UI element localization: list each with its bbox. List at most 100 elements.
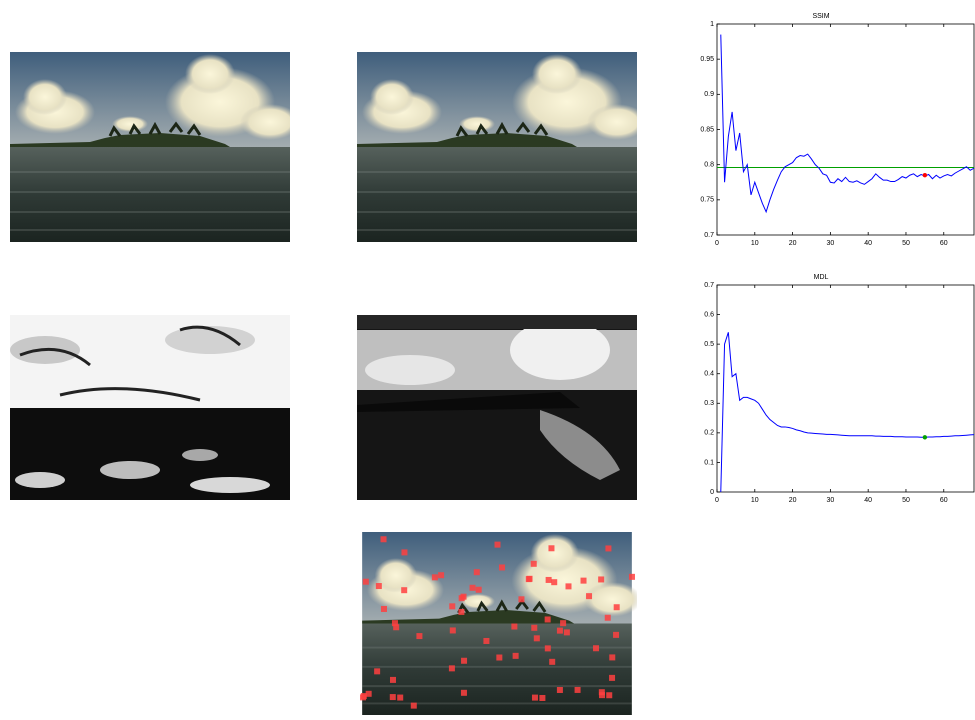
x-tick-label: 40 [864, 240, 872, 247]
x-tick-label: 60 [940, 240, 948, 247]
y-tick-label: 0.7 [704, 232, 714, 239]
sample-square [581, 578, 587, 584]
y-tick-label: 0.6 [704, 311, 714, 318]
sample-square [586, 593, 592, 599]
highlight-point [923, 435, 927, 439]
sample-square [511, 624, 517, 630]
sample-square [614, 604, 620, 610]
y-tick-label: 0.2 [704, 430, 714, 437]
sample-square [390, 694, 396, 700]
y-tick-label: 0.8 [704, 162, 714, 169]
sample-square [363, 579, 369, 585]
y-tick-label: 0.4 [704, 371, 714, 378]
x-tick-label: 40 [864, 497, 872, 504]
x-tick-label: 0 [715, 240, 719, 247]
sample-square [598, 576, 604, 582]
sample-square [513, 653, 519, 659]
y-tick-label: 0.75 [700, 197, 714, 204]
sample-square [531, 561, 537, 567]
sample-square [548, 545, 554, 551]
sample-square [609, 675, 615, 681]
sample-square [546, 577, 552, 583]
x-tick-label: 0 [715, 497, 719, 504]
figure: SSIM0.70.750.80.850.90.9510102030405060M… [0, 0, 975, 715]
sample-square [605, 545, 611, 551]
sample-square [557, 628, 563, 634]
sample-square [551, 579, 557, 585]
y-tick-label: 1 [710, 21, 714, 28]
sample-square [629, 574, 635, 580]
plot-frame [717, 285, 974, 492]
sample-square [411, 703, 417, 709]
x-tick-label: 10 [751, 240, 759, 247]
sample-square [461, 690, 467, 696]
x-tick-label: 20 [789, 240, 797, 247]
sample-square [381, 536, 387, 542]
sample-square [438, 572, 444, 578]
sampled-image [362, 532, 641, 715]
y-tick-label: 0.9 [704, 91, 714, 98]
sample-square [599, 692, 605, 698]
y-tick-label: 0.3 [704, 400, 714, 407]
sample-square [545, 645, 551, 651]
sample-square [557, 687, 563, 693]
sample-square [470, 585, 476, 591]
sample-square [534, 635, 540, 641]
x-tick-label: 50 [902, 497, 910, 504]
sample-square [566, 583, 572, 589]
sample-square [376, 583, 382, 589]
sample-square [499, 564, 505, 570]
sample-square [474, 569, 480, 575]
y-tick-label: 0.1 [704, 459, 714, 466]
sample-square [366, 691, 372, 697]
sample-square [495, 542, 501, 548]
sample-square [545, 616, 551, 622]
sample-square [476, 587, 482, 593]
data-line [721, 35, 974, 212]
y-tick-label: 0.95 [700, 56, 714, 63]
sample-square [560, 620, 566, 626]
sample-square [458, 609, 464, 615]
reconstructed-image [357, 52, 647, 242]
sample-square [397, 695, 403, 701]
sample-square [532, 695, 538, 701]
sample-square [449, 665, 455, 671]
sample-square [483, 638, 489, 644]
x-tick-label: 20 [789, 497, 797, 504]
sample-square [613, 632, 619, 638]
error-map [10, 315, 290, 500]
sample-square [401, 587, 407, 593]
sample-square [416, 633, 422, 639]
sample-square [459, 595, 465, 601]
sample-square [539, 695, 545, 701]
y-tick-label: 0 [710, 489, 714, 496]
sample-square [432, 574, 438, 580]
y-tick-label: 0.5 [704, 341, 714, 348]
sample-square [527, 576, 533, 582]
x-tick-label: 50 [902, 240, 910, 247]
sample-square [593, 645, 599, 651]
sample-square [496, 655, 502, 661]
sample-square [549, 659, 555, 665]
original-image [10, 52, 300, 242]
chart-title: MDL [814, 274, 829, 281]
sample-square [575, 687, 581, 693]
x-tick-label: 10 [751, 497, 759, 504]
x-tick-label: 30 [826, 240, 834, 247]
sample-square [518, 596, 524, 602]
sample-square [449, 603, 455, 609]
sample-square [606, 692, 612, 698]
sample-square [609, 654, 615, 660]
sample-square [374, 668, 380, 674]
highlight-point [923, 173, 927, 177]
sample-square [390, 677, 396, 683]
sample-square [605, 615, 611, 621]
sample-square [392, 620, 398, 626]
sample-square [531, 625, 537, 631]
charts: SSIM0.70.750.80.850.90.9510102030405060M… [700, 13, 974, 504]
page: SSIM0.70.750.80.850.90.9510102030405060M… [0, 0, 975, 720]
chart-title: SSIM [812, 13, 829, 20]
x-tick-label: 30 [826, 497, 834, 504]
